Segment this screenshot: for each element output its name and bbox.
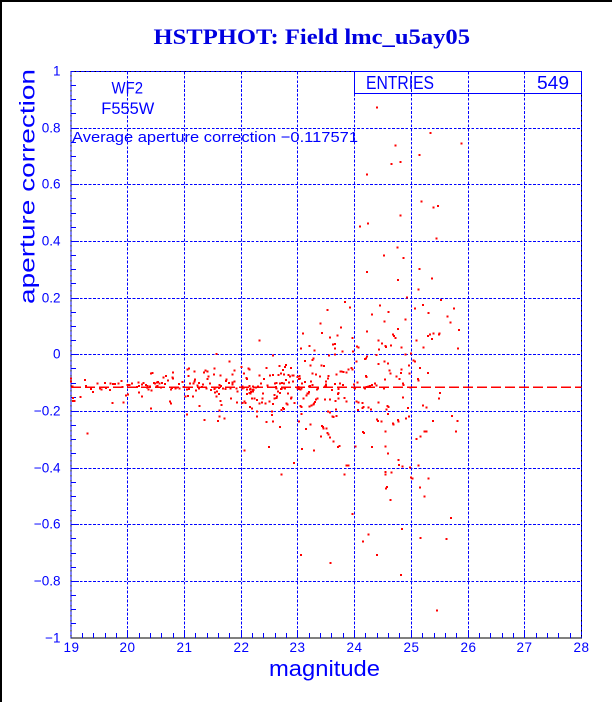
svg-text:magnitude: magnitude xyxy=(269,656,380,681)
svg-text:0.2: 0.2 xyxy=(42,290,61,305)
svg-text:0.8: 0.8 xyxy=(42,120,61,135)
svg-text:549: 549 xyxy=(537,73,569,93)
svg-text:19: 19 xyxy=(63,640,79,655)
svg-text:1: 1 xyxy=(53,63,61,78)
svg-text:0.4: 0.4 xyxy=(42,233,61,248)
svg-text:HSTPHOT: Field lmc_u5ay05: HSTPHOT: Field lmc_u5ay05 xyxy=(154,24,471,49)
svg-text:24: 24 xyxy=(346,640,362,655)
svg-text:−1: −1 xyxy=(45,630,60,645)
svg-text:0: 0 xyxy=(53,346,61,361)
svg-text:21: 21 xyxy=(176,640,192,655)
svg-text:22: 22 xyxy=(233,640,249,655)
svg-text:27: 27 xyxy=(516,640,532,655)
svg-text:ENTRIES: ENTRIES xyxy=(366,73,434,93)
svg-text:Average aperture correction −0: Average aperture correction −0.117571 xyxy=(72,129,358,146)
svg-text:20: 20 xyxy=(119,640,135,655)
svg-text:28: 28 xyxy=(573,640,589,655)
svg-text:−0.4: −0.4 xyxy=(34,460,61,475)
svg-text:26: 26 xyxy=(460,640,476,655)
svg-text:WF2: WF2 xyxy=(112,79,144,98)
svg-text:25: 25 xyxy=(403,640,419,655)
svg-text:−0.6: −0.6 xyxy=(34,516,61,531)
svg-text:−0.8: −0.8 xyxy=(34,573,61,588)
svg-text:23: 23 xyxy=(289,640,305,655)
svg-text:aperture correction: aperture correction xyxy=(16,69,40,304)
svg-text:F555W: F555W xyxy=(101,99,154,118)
svg-text:0.6: 0.6 xyxy=(42,176,61,191)
svg-text:−0.2: −0.2 xyxy=(34,403,61,418)
